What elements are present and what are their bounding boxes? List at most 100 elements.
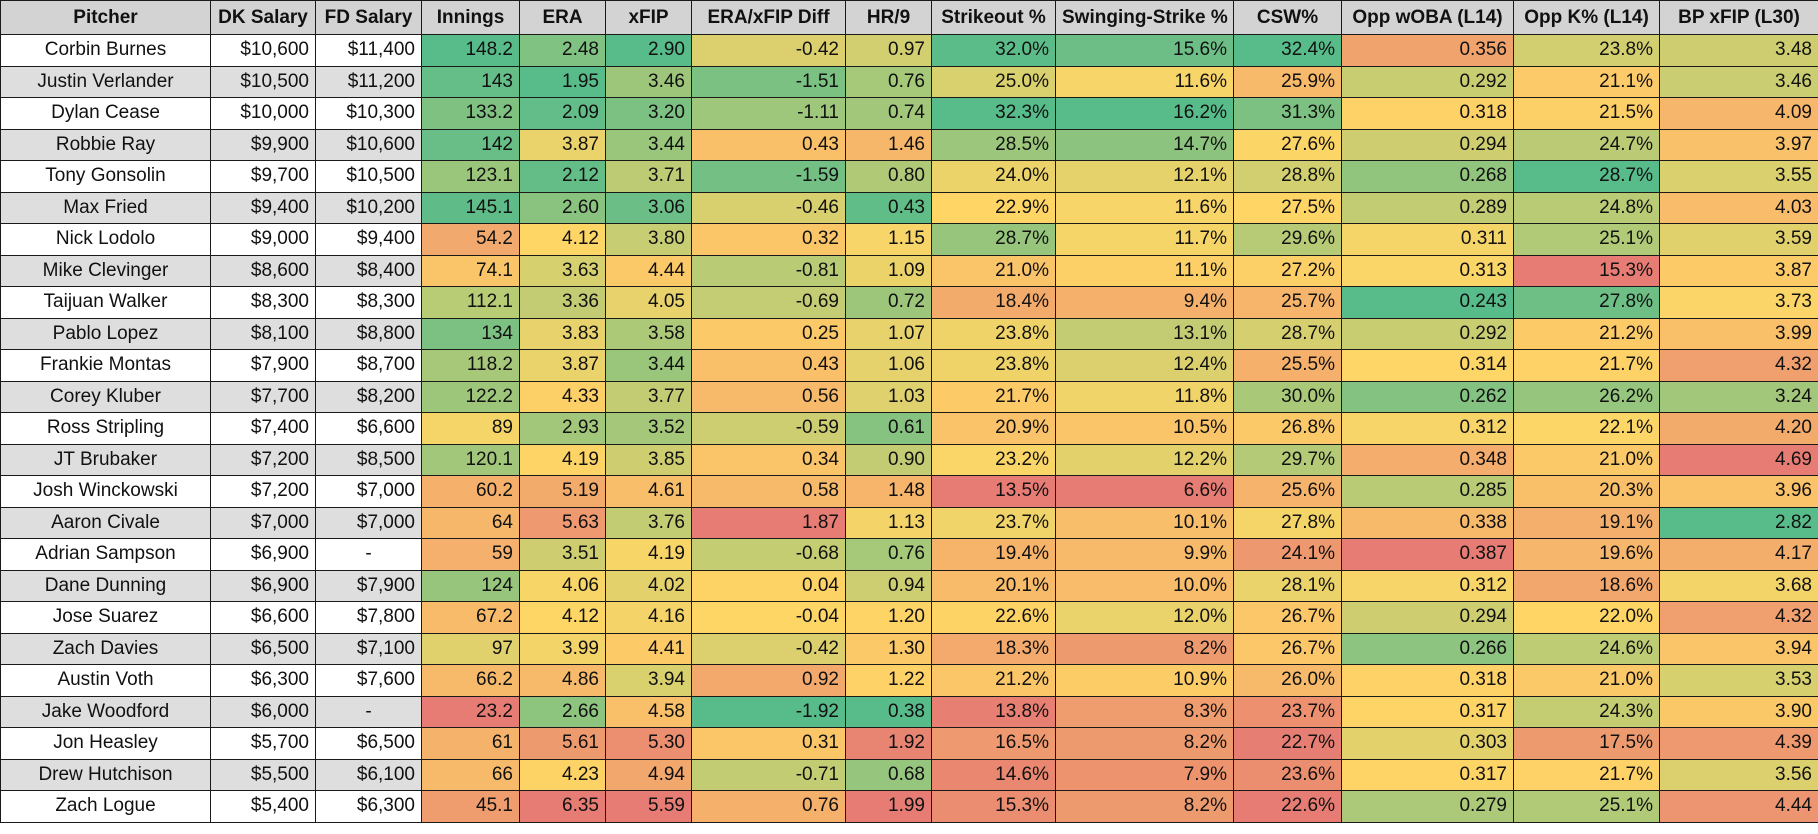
- stat-cell: 23.2: [421, 695, 520, 728]
- stat-cell: 10.5%: [1055, 412, 1234, 445]
- stat-cell: 13.8%: [931, 695, 1056, 728]
- stat-cell: 143: [421, 65, 520, 98]
- column-header: Strikeout %: [931, 0, 1056, 35]
- stat-cell: 3.53: [1659, 664, 1818, 697]
- stat-cell: 5.30: [605, 727, 692, 760]
- salary-cell: $10,500: [210, 65, 316, 98]
- stat-cell: 4.03: [1659, 191, 1818, 224]
- stat-cell: 3.83: [519, 317, 606, 350]
- stat-cell: 4.06: [519, 569, 606, 602]
- salary-cell: $5,500: [210, 758, 316, 791]
- stat-cell: 4.69: [1659, 443, 1818, 476]
- salary-cell: $10,000: [210, 97, 316, 130]
- salary-cell: $8,800: [315, 317, 422, 350]
- stat-cell: 13.5%: [931, 475, 1056, 508]
- pitcher-name-cell: Corbin Burnes: [0, 34, 211, 67]
- stat-cell: 3.80: [605, 223, 692, 256]
- stat-cell: 0.25: [691, 317, 846, 350]
- pitcher-name-cell: Pablo Lopez: [0, 317, 211, 350]
- stat-cell: 8.3%: [1055, 695, 1234, 728]
- stat-cell: 67.2: [421, 601, 520, 634]
- stat-cell: 3.36: [519, 286, 606, 319]
- stat-cell: 0.294: [1341, 601, 1514, 634]
- pitcher-name-cell: Ross Stripling: [0, 412, 211, 445]
- stat-cell: 4.12: [519, 223, 606, 256]
- stat-cell: 28.8%: [1233, 160, 1342, 193]
- table-row: Austin Voth $6,300 $7,600 66.2 4.86 3.94 0.92 1…: [0, 664, 1818, 697]
- stat-cell: 4.17: [1659, 538, 1818, 571]
- stat-cell: 4.12: [519, 601, 606, 634]
- salary-cell: $6,900: [210, 538, 316, 571]
- table-row: Dane Dunning $6,900 $7,900 124 4.06 4.02 0.04 0…: [0, 569, 1818, 602]
- stat-cell: 22.6%: [931, 601, 1056, 634]
- stat-cell: 25.5%: [1233, 349, 1342, 382]
- stat-cell: 4.16: [605, 601, 692, 634]
- stat-cell: 3.55: [1659, 160, 1818, 193]
- column-header: xFIP: [605, 0, 692, 35]
- table-row: Max Fried $9,400 $10,200 145.1 2.60 3.06 -0.46…: [0, 191, 1818, 224]
- salary-cell: $8,300: [210, 286, 316, 319]
- stat-cell: 26.2%: [1513, 380, 1660, 413]
- stat-cell: 0.61: [845, 412, 932, 445]
- stat-cell: 0.312: [1341, 412, 1514, 445]
- pitcher-name-cell: Zach Logue: [0, 790, 211, 823]
- stat-cell: 1.03: [845, 380, 932, 413]
- pitcher-name-cell: Josh Winckowski: [0, 475, 211, 508]
- stat-cell: 4.19: [519, 443, 606, 476]
- stat-cell: 0.318: [1341, 664, 1514, 697]
- stat-cell: 23.6%: [1233, 758, 1342, 791]
- stat-cell: 0.31: [691, 727, 846, 760]
- stat-cell: 3.24: [1659, 380, 1818, 413]
- stat-cell: 3.76: [605, 506, 692, 539]
- column-header: ERA/xFIP Diff: [691, 0, 846, 35]
- stat-cell: 4.44: [605, 254, 692, 287]
- stat-cell: 89: [421, 412, 520, 445]
- stat-cell: 112.1: [421, 286, 520, 319]
- stat-cell: 31.3%: [1233, 97, 1342, 130]
- stat-cell: 24.7%: [1513, 128, 1660, 161]
- stat-cell: 3.94: [605, 664, 692, 697]
- column-header: FD Salary: [315, 0, 422, 35]
- stat-cell: -0.04: [691, 601, 846, 634]
- stat-cell: -0.46: [691, 191, 846, 224]
- salary-cell: $5,400: [210, 790, 316, 823]
- salary-cell: $10,500: [315, 160, 422, 193]
- stat-cell: 25.6%: [1233, 475, 1342, 508]
- stat-cell: 59: [421, 538, 520, 571]
- stat-cell: 1.20: [845, 601, 932, 634]
- stat-cell: 21.0%: [1513, 443, 1660, 476]
- stat-cell: 19.4%: [931, 538, 1056, 571]
- pitcher-name-cell: JT Brubaker: [0, 443, 211, 476]
- stat-cell: 0.04: [691, 569, 846, 602]
- stat-cell: 20.9%: [931, 412, 1056, 445]
- salary-cell: $7,900: [315, 569, 422, 602]
- salary-cell: $9,000: [210, 223, 316, 256]
- stat-cell: -1.59: [691, 160, 846, 193]
- stat-cell: 5.61: [519, 727, 606, 760]
- stat-cell: 4.23: [519, 758, 606, 791]
- salary-cell: $9,900: [210, 128, 316, 161]
- stat-cell: 5.19: [519, 475, 606, 508]
- stat-cell: 124: [421, 569, 520, 602]
- table-row: Zach Logue $5,400 $6,300 45.1 6.35 5.59 0.76 1.…: [0, 790, 1818, 823]
- stat-cell: 0.38: [845, 695, 932, 728]
- stat-cell: 4.32: [1659, 601, 1818, 634]
- stat-cell: 22.9%: [931, 191, 1056, 224]
- stat-cell: 0.56: [691, 380, 846, 413]
- salary-cell: $6,500: [315, 727, 422, 760]
- stat-cell: 26.0%: [1233, 664, 1342, 697]
- stat-cell: 25.7%: [1233, 286, 1342, 319]
- stat-cell: 9.4%: [1055, 286, 1234, 319]
- salary-cell: -: [315, 538, 422, 571]
- stat-cell: 4.02: [605, 569, 692, 602]
- stat-cell: 4.33: [519, 380, 606, 413]
- stat-cell: 0.243: [1341, 286, 1514, 319]
- column-header: HR/9: [845, 0, 932, 35]
- stat-cell: 3.96: [1659, 475, 1818, 508]
- stat-cell: -0.68: [691, 538, 846, 571]
- stat-cell: 0.68: [845, 758, 932, 791]
- stat-cell: 0.90: [845, 443, 932, 476]
- stat-cell: 3.77: [605, 380, 692, 413]
- table-row: Ross Stripling $7,400 $6,600 89 2.93 3.52 -0.5…: [0, 412, 1818, 445]
- stat-cell: 145.1: [421, 191, 520, 224]
